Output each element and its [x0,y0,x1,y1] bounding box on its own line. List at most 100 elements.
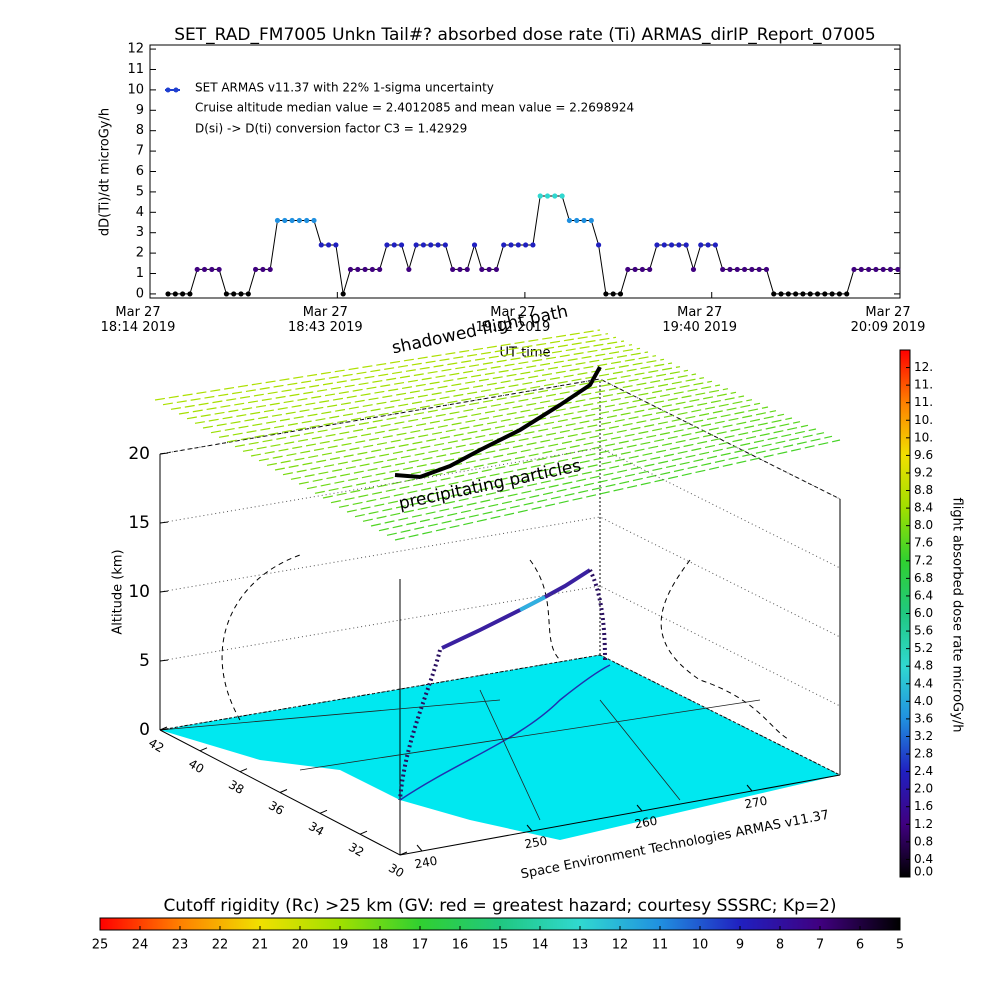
z-axis-label: Altitude (km) [111,549,126,634]
particle-row [274,384,721,471]
data-point [676,242,682,248]
data-point [413,242,419,248]
data-point [610,291,616,297]
data-point [384,242,390,248]
particle-row [258,377,705,462]
colorbar-tick-label: 11 [652,938,669,953]
y-tick-label: 7 [136,144,144,159]
data-point [734,266,740,273]
data-point [654,242,660,248]
data-point [398,242,405,248]
shadow-flight-path [394,366,602,480]
lon-tick [416,844,423,852]
colorbar-tick-label: 11. [914,378,933,392]
data-point [508,242,514,248]
data-point [880,266,886,273]
y-tick-label: 0 [136,286,144,301]
lon-tick-label: 260 [633,814,658,832]
particle-row [234,366,681,448]
data-point [209,266,215,273]
colorbar-tick-label: 20 [292,938,309,953]
data-point [537,193,543,199]
data-point [574,217,580,224]
map-borders [159,689,761,821]
data-point [391,242,397,248]
colorbar-tick-label: 12 [612,938,629,953]
data-point [720,266,726,273]
data-point [296,217,302,224]
lat-tick [159,726,168,731]
colorbar-tick-label: 2.8 [914,747,933,761]
particle-row [202,351,649,429]
colorbar-tick-label: 0.4 [914,852,933,866]
lon-tick-label: 250 [523,834,548,852]
y-tick-label: 12 [127,42,144,57]
z-tick [159,590,169,593]
colorbar-tick-label: 22 [212,938,229,953]
ground-track [399,664,611,801]
data-point [756,266,762,273]
data-point [450,266,456,273]
x-tick-label: Mar 27 18:14 2019 [101,305,176,335]
colorbar-tick-label: 25 [92,938,109,953]
particle-row [210,355,657,434]
colorbar-tick-label: 5.6 [914,624,933,638]
data-point [267,266,273,273]
particle-row [178,340,625,415]
data-point [435,242,441,248]
data-point [552,193,558,199]
colorbar-tick-label: 18 [372,938,389,953]
y-axis-label: dD(Ti)/dt microGy/h [98,108,113,236]
data-point [632,266,638,273]
y-tick-label: 4 [136,205,144,220]
x-tick-label: Mar 27 18:43 2019 [288,305,363,335]
data-point [165,291,171,297]
x-tick-label: Mar 27 19:40 2019 [662,305,737,335]
particle-row [322,406,769,499]
data-point [661,242,667,248]
colorbar-tick-label: 11. [914,395,933,409]
scene-3d: shadowed flight path precipitating parti… [111,302,841,882]
grid-line [159,516,841,638]
colorbar-label: flight absorbed dose rate microGy/h [950,498,965,733]
colorbar-tick-label: 9.6 [914,448,933,462]
data-point [595,242,602,248]
colorbar-tick-label: 21 [252,938,269,953]
data-point [647,266,653,273]
data-point [836,291,843,297]
data-point [763,266,770,273]
y-tick-label: 6 [136,164,144,179]
colorbar-tick-label: 3.6 [914,711,933,725]
dose-colorbar [900,350,910,877]
data-point [194,266,200,273]
x-tick-label: Mar 27 19:12 2019 [476,305,551,335]
y-tick-label: 3 [136,225,144,240]
z-tick-label: 10 [128,582,150,602]
data-point [741,266,748,273]
z-tick-label: 0 [139,720,150,740]
data-point [858,266,864,273]
colorbar-tick-label: 9.2 [914,465,933,479]
y-tick-label: 9 [136,103,144,118]
lat-tick [279,789,288,793]
data-point [851,266,857,273]
z-tick-label: 20 [128,444,150,464]
colorbar-tick-label: 2.4 [914,764,933,778]
data-point [668,242,675,248]
data-point [231,291,237,297]
y-tick-label: 8 [136,123,144,138]
data-point [428,242,434,248]
colorbar-tick-label: 1.2 [914,817,933,831]
data-point [617,291,624,297]
flight-path-descent [398,569,607,801]
y-tick-label: 11 [127,62,144,77]
x-tick-label: Mar 27 20:09 2019 [851,305,926,335]
lat-tick-label: 42 [146,736,166,756]
data-point [873,266,879,273]
colorbar-tick-label: 7.6 [914,536,933,550]
colorbar-tick-label: 10 [692,938,709,953]
data-point [807,291,813,297]
lat-tick-label: 34 [306,819,326,839]
data-point [325,242,332,248]
grid-line [159,447,841,569]
